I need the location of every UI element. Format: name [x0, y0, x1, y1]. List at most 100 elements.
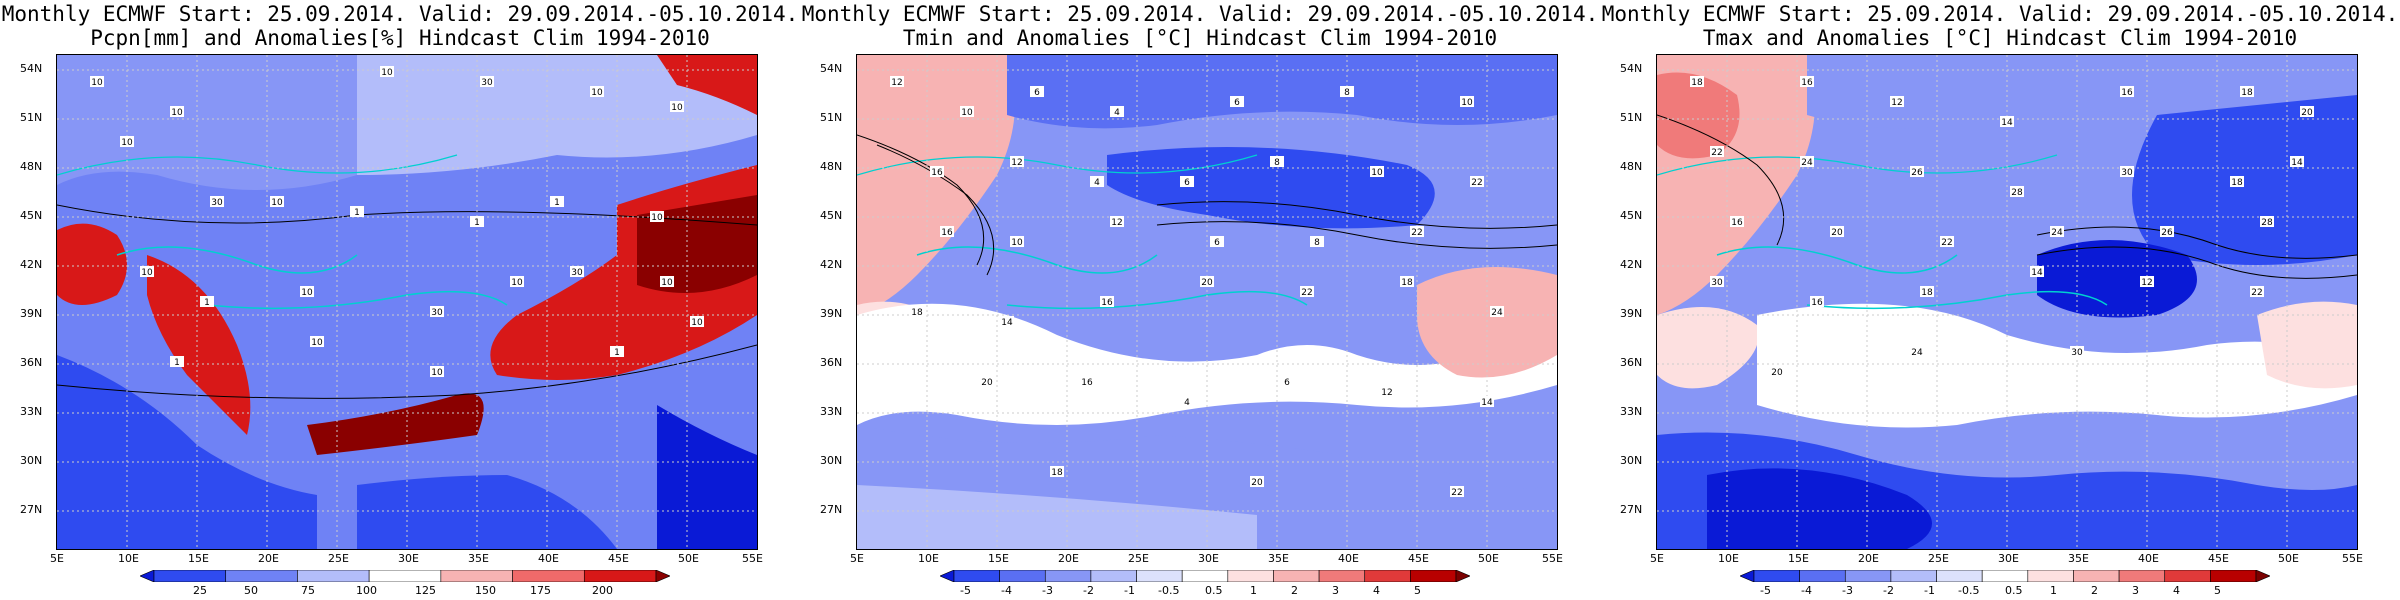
y-tick: 36N	[1620, 356, 1643, 369]
contour-label: 1	[204, 298, 210, 308]
contour-label-bg	[1300, 286, 1314, 297]
colorbar	[940, 570, 1470, 582]
panel-precipitation: Monthly ECMWF Start: 25.09.2014. Valid: …	[0, 0, 800, 600]
contour-label-bg	[1110, 216, 1124, 227]
contour-label: 20	[1831, 228, 1843, 238]
contour-label: 22	[1711, 148, 1722, 158]
y-tick: 51N	[1620, 111, 1643, 124]
y-tick: 48N	[20, 160, 43, 173]
contour-label: 24	[1911, 348, 1923, 358]
x-tick: 35E	[1268, 552, 1289, 565]
contour-label-bg	[1340, 86, 1354, 97]
colorbar-label: -3	[1842, 584, 1853, 597]
y-tick: 42N	[20, 258, 43, 271]
y-tick: 42N	[820, 258, 843, 271]
colorbar-label: 2	[1291, 584, 1298, 597]
contour-label: 10	[311, 338, 323, 348]
contour-label-bg	[690, 316, 704, 327]
colorbar-segment	[2255, 570, 2270, 582]
contour-label-bg	[1080, 376, 1094, 387]
colorbar-label: -5	[960, 584, 971, 597]
contour-label-bg	[1180, 176, 1194, 187]
contour-label: 1	[174, 358, 180, 368]
contour-label: 18	[1691, 78, 1703, 88]
colorbar-label: -4	[1801, 584, 1812, 597]
x-tick: 15E	[988, 552, 1009, 565]
x-tick: 15E	[1788, 552, 1809, 565]
contour-label: 14	[1481, 398, 1493, 408]
x-tick: 30E	[398, 552, 419, 565]
contour-label-bg	[2240, 86, 2254, 97]
panel-title: Monthly ECMWF Start: 25.09.2014. Valid: …	[1601, 2, 2399, 26]
colorbar-segment	[140, 570, 155, 582]
colorbar-segment	[512, 570, 585, 582]
colorbar-label: 5	[1414, 584, 1421, 597]
contour-label: 1	[554, 198, 560, 208]
contour-label: 26	[2161, 228, 2173, 238]
contour-label-bg	[120, 136, 134, 147]
contour-label-bg	[2290, 156, 2304, 167]
colorbar-segment	[153, 570, 227, 582]
contour-label: 4	[1114, 108, 1120, 118]
colorbar-segment	[1455, 570, 1470, 582]
colorbar-segment	[1844, 570, 1892, 582]
x-tick: 35E	[2068, 552, 2089, 565]
y-tick: 39N	[20, 307, 43, 320]
contour-label: 28	[2261, 218, 2273, 228]
colorbar-label: 1	[2050, 584, 2057, 597]
contour-label-bg	[380, 66, 394, 77]
contour-label: 20	[1251, 478, 1263, 488]
colorbar-label: 4	[2173, 584, 2180, 597]
contour-label: 10	[91, 78, 103, 88]
contour-label: 12	[1111, 218, 1122, 228]
colorbar-label: -1	[1124, 584, 1135, 597]
colorbar-segment	[655, 570, 670, 582]
contour-label: 6	[1184, 178, 1190, 188]
contour-label-bg	[960, 106, 974, 117]
contour-label-bg	[1090, 176, 1104, 187]
contour-label-bg	[430, 306, 444, 317]
panel-title: Monthly ECMWF Start: 25.09.2014. Valid: …	[1, 2, 799, 26]
contour-label: 16	[1811, 298, 1823, 308]
tmin-map: 12 10 6 4 6 8 10 16 12 4 6 8 10 22 16 10 12 6 8 22 18 14 16 20 2…	[857, 55, 1557, 549]
colorbar-label: -2	[1883, 584, 1894, 597]
contour-label-bg	[210, 196, 224, 207]
contour-label-bg	[1910, 166, 1924, 177]
contour-label-bg	[1210, 236, 1224, 247]
contour-label: 14	[2031, 268, 2043, 278]
colorbar-segment	[2073, 570, 2120, 582]
contour-label-bg	[890, 76, 904, 87]
colorbar-segment	[1753, 570, 1800, 582]
contour-label: 24	[1491, 308, 1503, 318]
contour-label-bg	[1800, 156, 1814, 167]
contour-label-bg	[570, 266, 584, 277]
x-tick: 25E	[1928, 552, 1949, 565]
contour-label: 22	[1411, 228, 1422, 238]
contour-label-bg	[1800, 76, 1814, 87]
y-tick: 45N	[20, 209, 43, 222]
contour-label-bg	[1200, 276, 1214, 287]
contour-label-bg	[1940, 236, 1954, 247]
contour-label-bg	[2230, 176, 2244, 187]
colorbar-segment	[2027, 570, 2074, 582]
colorbar-label: 1	[1250, 584, 1257, 597]
colorbar-segment	[940, 570, 955, 582]
contour-label-bg	[2030, 266, 2044, 277]
x-tick: 20E	[1058, 552, 1079, 565]
contour-label-bg	[470, 216, 484, 227]
contour-label-bg	[1370, 166, 1384, 177]
colorbar-segment	[1181, 570, 1229, 582]
contour-label-bg	[1910, 346, 1924, 357]
contour-label-bg	[2160, 226, 2174, 237]
contour-label: 14	[2291, 158, 2303, 168]
colorbar-label: -0.5	[1958, 584, 1980, 597]
contour-label: 12	[1011, 158, 1022, 168]
colorbar-label: -5	[1760, 584, 1771, 597]
tmax-map: 18 16 12 14 16 18 20 22 24 26 28 30 18 14 16 20 22 24 26 28…	[1657, 55, 2357, 549]
colorbar-segment	[1364, 570, 1411, 582]
precip-map: 10 10 10 10 30 10 10 30 10 1 1 1 10 10 1 10 30 10 30 10 1 10 1…	[57, 55, 757, 549]
y-tick: 51N	[820, 111, 843, 124]
contour-label: 24	[1801, 158, 1813, 168]
y-tick: 42N	[1620, 258, 1643, 271]
contour-label: 6	[1234, 98, 1240, 108]
